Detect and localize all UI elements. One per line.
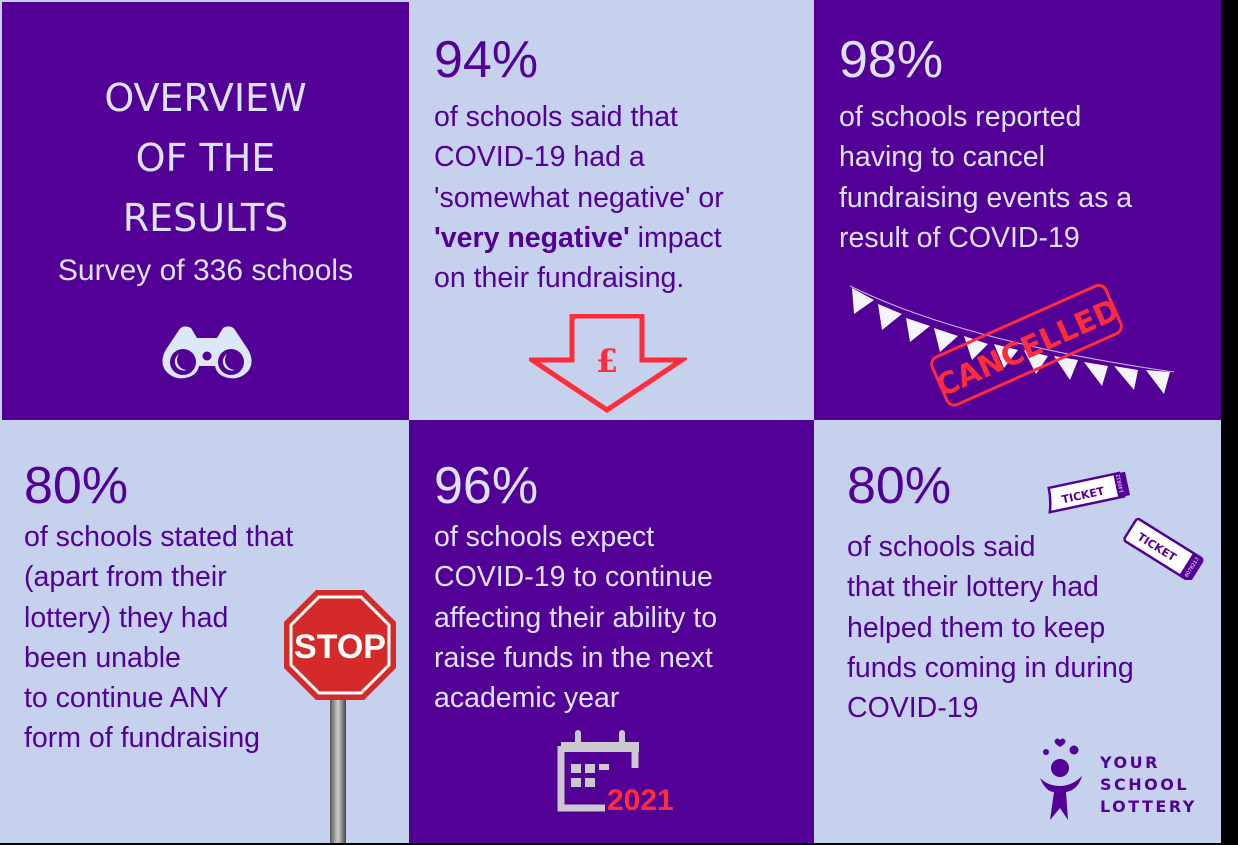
stat-percent: 98% [839,31,944,89]
cancelled-stamp: CANCELLED [931,292,1125,404]
text-line: on their fundraising. [434,262,685,295]
bunting-cancelled-icon: CANCELLED [849,283,1175,407]
logo-line: YOUR [1100,753,1160,772]
text-line: funds coming in during [847,651,1134,684]
title-line: RESULTS [122,196,289,240]
text-line: having to cancel [839,141,1045,174]
text-line: of schools reported [839,101,1082,133]
text-line: to continue ANY [24,682,229,715]
stat-panel-lottery-helped: 80% of schools said that their lottery h… [814,420,1221,843]
tickets-icon: TICKET 140812 TICKET 6078213 [1047,471,1204,580]
survey-subtitle: Survey of 336 schools [57,254,354,287]
text-line: COVID-19 to continue [434,561,713,594]
stat-description: of schools stated that (apart from their… [24,517,293,759]
stat-description: of schools said that COVID-19 had a 'som… [434,97,724,298]
stat-panel-unable-fundraise: 80% of schools stated that (apart from t… [0,420,409,843]
text-line: COVID-19 had a [434,141,645,174]
text-line: raise funds in the next [434,641,713,674]
logo-line: LOTTERY [1100,797,1197,816]
year-label: 2021 [607,784,674,817]
pound-down-arrow-icon: £ [529,314,687,414]
text-line: that their lottery had [847,571,1099,604]
stat-description: of schools reported having to cancel fun… [839,97,1132,258]
stat-percent: 80% [847,457,952,515]
bold-phrase: 'very negative' [434,221,630,254]
text-line: form of fundraising [24,722,261,755]
stat-description: of schools said that their lottery had h… [847,527,1134,728]
text-line: been unable [24,641,181,674]
stat-description: of schools expect COVID-19 to continue a… [434,517,717,718]
text-fragment: impact [629,221,722,254]
title-line: OF THE [135,136,276,180]
logo-line: SCHOOL [1100,775,1190,794]
text-line: of schools said [847,531,1036,563]
text-line: result of COVID-19 [839,221,1080,254]
text-line: (apart from their [24,561,227,594]
text-line: helped them to keep [847,611,1106,644]
overview-title: OVERVIEW OF THE RESULTS [2,68,409,248]
ticket-number: 140812 [1115,473,1125,493]
stat-panel-next-year: 96% of schools expect COVID-19 to contin… [409,420,814,843]
stat-percent: 94% [434,31,539,89]
binoculars-icon [162,326,252,379]
overview-panel: OVERVIEW OF THE RESULTS Survey of 336 sc… [2,2,409,420]
text-line: of schools expect [434,521,655,553]
text-line: 'very negative' impact [434,218,724,258]
text-line: 'somewhat negative' or [434,181,724,214]
stat-percent: 96% [434,457,539,515]
stat-panel-cancelled-events: 98% of schools reported having to cancel… [814,0,1221,420]
text-line: lottery) they had [24,601,229,634]
text-line: academic year [434,682,620,715]
title-line: OVERVIEW [104,76,307,120]
logo-figure-icon [1040,738,1082,820]
calendar-icon: 2021 [557,730,674,817]
pound-symbol: £ [596,342,618,380]
text-line: COVID-19 [847,692,979,725]
text-line: of schools said that [434,101,678,133]
stop-sign-icon: STOP [284,590,396,843]
your-school-lottery-logo: YOUR SCHOOL LOTTERY [1038,738,1208,828]
stat-percent: 80% [24,457,129,515]
stop-text: STOP [294,628,386,666]
text-line: fundraising events as a [839,181,1133,214]
text-line: of schools stated that [24,521,294,553]
text-line: affecting their ability to [434,601,718,634]
stat-panel-negative-impact: 94% of schools said that COVID-19 had a … [409,0,814,420]
